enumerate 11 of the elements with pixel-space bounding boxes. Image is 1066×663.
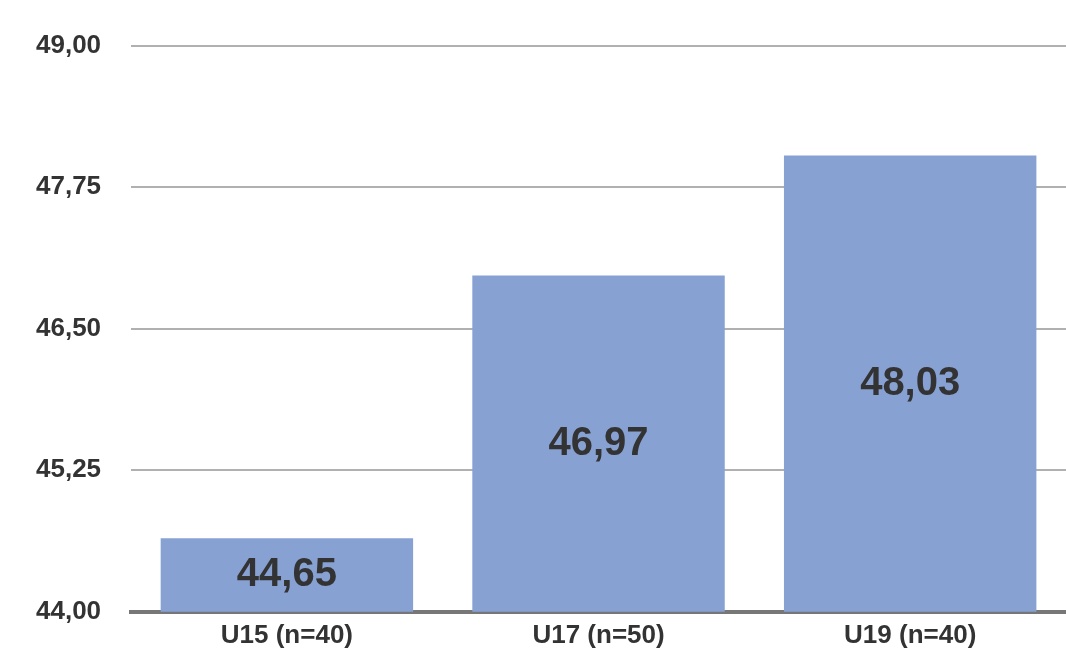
x-tick-label: U17 (n=50) bbox=[532, 618, 665, 649]
data-label: 48,03 bbox=[860, 358, 961, 403]
x-tick-label: U15 (n=40) bbox=[220, 618, 353, 649]
y-tick-label: 49,00 bbox=[35, 28, 102, 59]
x-tick-label: U19 (n=40) bbox=[844, 618, 977, 649]
data-label: 46,97 bbox=[548, 418, 649, 463]
y-tick-label: 47,75 bbox=[35, 170, 102, 201]
y-tick-label: 46,50 bbox=[35, 311, 102, 342]
y-tick-label: 44,00 bbox=[35, 594, 102, 625]
data-label: 44,65 bbox=[236, 550, 337, 595]
y-tick-label: 45,25 bbox=[35, 453, 102, 484]
